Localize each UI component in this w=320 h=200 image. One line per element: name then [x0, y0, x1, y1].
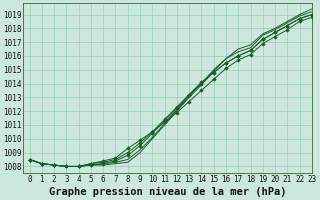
X-axis label: Graphe pression niveau de la mer (hPa): Graphe pression niveau de la mer (hPa) [49, 186, 286, 197]
